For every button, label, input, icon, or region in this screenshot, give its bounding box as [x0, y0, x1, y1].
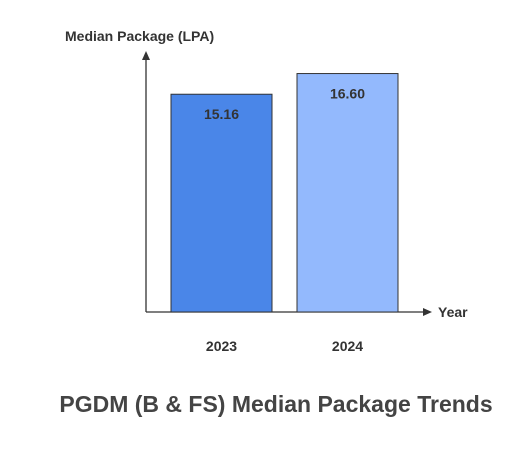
bar-2024 [296, 73, 399, 313]
bar-2023 [170, 93, 273, 313]
chart-title: PGDM (B & FS) Median Package Trends [59, 391, 493, 417]
bars-group: 15.16 2023 16.60 2024 [170, 73, 399, 354]
x-tick-label-2024: 2024 [332, 338, 363, 354]
x-axis-arrow-icon [423, 308, 432, 316]
x-tick-label-2023: 2023 [206, 338, 237, 354]
data-label-2023: 15.16 [204, 106, 239, 122]
x-axis-label: Year [438, 304, 468, 320]
data-label-2024: 16.60 [330, 86, 365, 102]
y-axis-label: Median Package (LPA) [65, 28, 214, 44]
y-axis-arrow-icon [142, 51, 150, 60]
